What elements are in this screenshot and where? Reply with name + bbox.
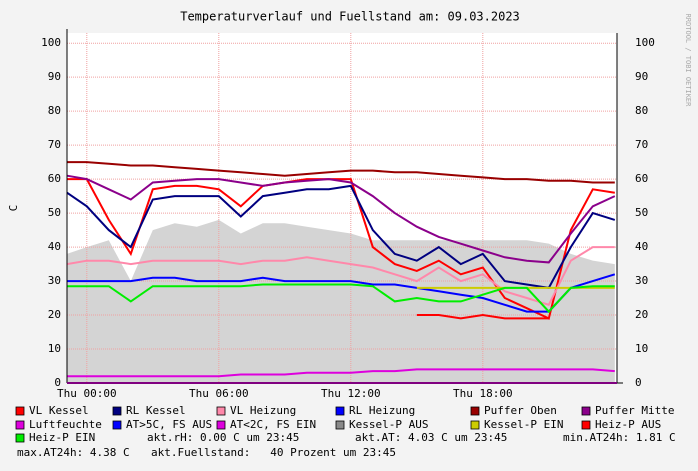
y2-tick-label: 50 [635, 206, 648, 219]
line [67, 273, 616, 313]
area [67, 219, 615, 383]
annotation: akt.AT: 4.03 C um 23:45 [355, 431, 507, 444]
line [66, 246, 615, 307]
y2-tick-label: 100 [635, 36, 655, 49]
y-tick-label: 100 [41, 36, 61, 49]
y-tick-label: 70 [48, 138, 61, 151]
y2-tick-label: 40 [635, 240, 648, 253]
annotation: akt.Fuellstand: 40 Prozent um 23:45 [151, 446, 396, 459]
legend-swatch [112, 406, 122, 416]
legend-label: Puffer Oben [484, 404, 557, 417]
legend-label: VL Kessel [29, 404, 89, 417]
line [66, 174, 616, 264]
y2-tick-label: 0 [635, 376, 642, 389]
x-tick-label: Thu 06:00 [189, 387, 249, 400]
legend-label: VL Heizung [230, 404, 296, 417]
annotation: akt.rH: 0.00 C um 23:45 [147, 431, 299, 444]
legend-swatch [581, 420, 591, 430]
annotation: max.AT24h: 4.38 C [17, 446, 130, 459]
x-tick-label: Thu 00:00 [57, 387, 117, 400]
legend-label: RL Kessel [126, 404, 186, 417]
legend-label: Kessel-P EIN [484, 418, 563, 431]
y2-tick-label: 80 [635, 104, 648, 117]
x-tick-label: Thu 18:00 [453, 387, 513, 400]
legend-label: AT<2C, FS EIN [230, 418, 316, 431]
y-tick-label: 80 [48, 104, 61, 117]
y-tick-label: 0 [54, 376, 61, 389]
line [67, 161, 615, 184]
line [416, 313, 549, 320]
y-tick-label: 60 [48, 172, 61, 185]
y2-tick-label: 10 [635, 342, 648, 355]
legend-label: AT>5C, FS AUS [126, 418, 212, 431]
legend-swatch [112, 420, 122, 430]
y-tick-label: 30 [48, 274, 61, 287]
line [67, 178, 615, 320]
annotation: min.AT24h: 1.81 C [563, 431, 676, 444]
line [67, 368, 615, 378]
y2-tick-label: 70 [635, 138, 648, 151]
y2-tick-label: 90 [635, 70, 648, 83]
legend-swatch [216, 406, 226, 416]
x-tick-label: Thu 12:00 [321, 387, 381, 400]
legend-label: Heiz-P EIN [29, 431, 95, 444]
legend-swatch [15, 433, 25, 443]
y-tick-label: 50 [48, 206, 61, 219]
legend-label: Kessel-P AUS [349, 418, 428, 431]
legend-swatch [581, 406, 591, 416]
legend-swatch [15, 420, 25, 430]
legend-swatch [216, 420, 226, 430]
y-tick-label: 10 [48, 342, 61, 355]
legend-label: Luftfeuchte [29, 418, 102, 431]
y2-tick-label: 30 [635, 274, 648, 287]
legend-swatch [15, 406, 25, 416]
y2-tick-label: 60 [635, 172, 648, 185]
y-tick-label: 20 [48, 308, 61, 321]
y-tick-label: 90 [48, 70, 61, 83]
y-tick-label: 40 [48, 240, 61, 253]
legend-label: Puffer Mitte [595, 404, 674, 417]
legend-swatch [470, 420, 480, 430]
legend-swatch [335, 420, 345, 430]
y-axis-label: C [7, 205, 20, 212]
chart-title: Temperaturverlauf und Fuellstand am: 09.… [180, 10, 520, 24]
y2-tick-label: 20 [635, 308, 648, 321]
legend-label: RL Heizung [349, 404, 415, 417]
watermark: RRDTOOL / TOBI OETIKER [684, 14, 692, 108]
legend-swatch [335, 406, 345, 416]
legend-label: Heiz-P AUS [595, 418, 661, 431]
line [66, 184, 616, 289]
line [67, 283, 615, 314]
legend-swatch [470, 406, 480, 416]
